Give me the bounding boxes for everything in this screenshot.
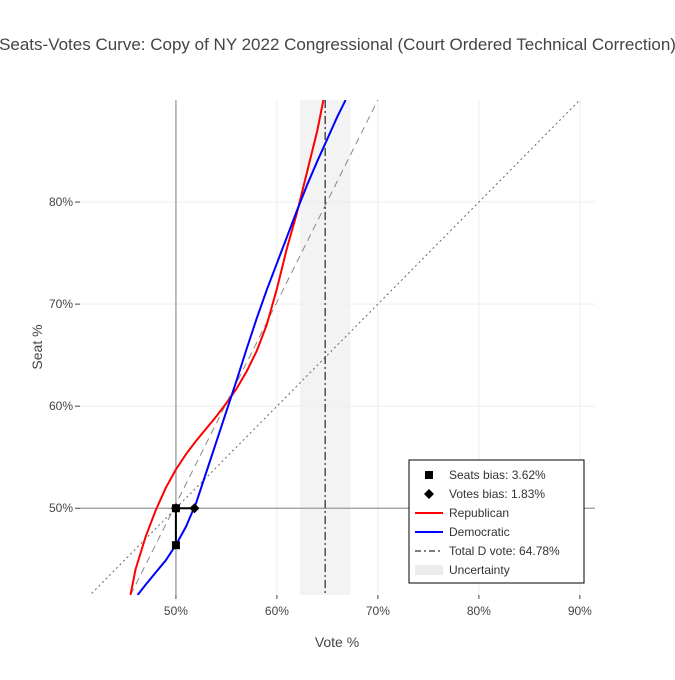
democratic-series-line	[136, 100, 347, 595]
x-tick-label: 90%	[568, 604, 592, 618]
y-tick-label: 50%	[49, 501, 73, 515]
y-axis-label: Seat %	[29, 324, 45, 369]
legend-label: Seats bias: 3.62%	[449, 468, 546, 482]
x-tick-label: 70%	[366, 604, 390, 618]
y-tick-label: 60%	[49, 399, 73, 413]
legend-label: Uncertainty	[449, 563, 510, 577]
legend-label: Republican	[449, 506, 509, 520]
legend-uncertainty-symbol	[415, 565, 443, 575]
y-tick-label: 80%	[49, 195, 73, 209]
y-tick-label: 70%	[49, 297, 73, 311]
legend-label: Democratic	[449, 525, 510, 539]
legend-box	[408, 459, 585, 584]
series-group	[89, 100, 581, 595]
legend-label: Votes bias: 1.83%	[449, 487, 545, 501]
legend: Seats bias: 3.62% Votes bias: 1.83% Republ…	[408, 459, 585, 584]
republican-series-line	[129, 100, 325, 595]
legend-seats-bias-symbol	[425, 471, 433, 479]
x-tick-label: 60%	[265, 604, 289, 618]
seats-bias-marker	[171, 541, 180, 550]
symmetry-line	[130, 100, 379, 595]
legend-label: Total D vote: 64.78%	[449, 544, 560, 558]
legend-votes-bias-symbol	[424, 489, 434, 499]
x-tick-label: 80%	[467, 604, 491, 618]
x-axis-label: Vote %	[315, 634, 359, 650]
chart-title: Seats-Votes Curve: Copy of NY 2022 Congr…	[0, 35, 675, 54]
x-tick-label: 50%	[164, 604, 188, 618]
votes-bias-marker	[189, 503, 200, 514]
votes-bias-marker	[170, 503, 181, 514]
